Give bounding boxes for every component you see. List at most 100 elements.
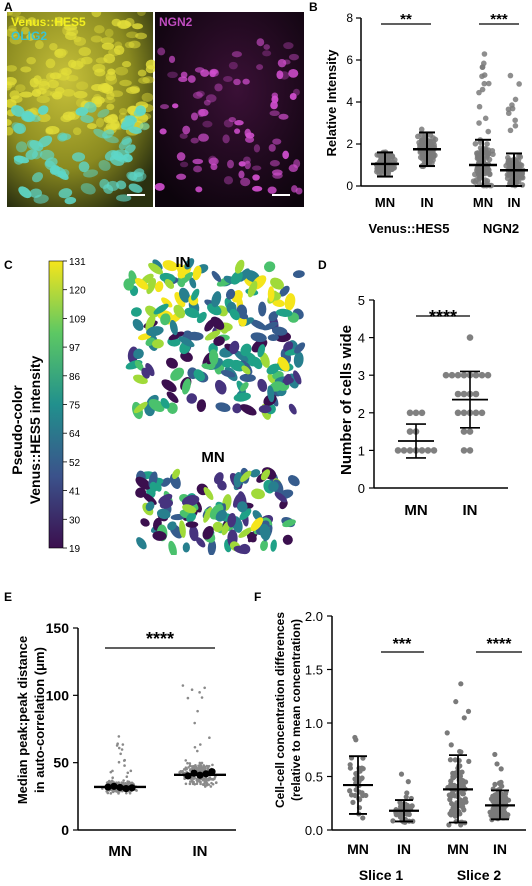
in-cell — [232, 403, 242, 414]
label-in: IN — [176, 254, 191, 271]
in-cell — [208, 349, 219, 366]
mn-cell — [238, 527, 253, 538]
chart-b-point — [490, 151, 496, 158]
in-cell — [176, 263, 186, 278]
chart-e-point — [187, 766, 190, 769]
ngn2-cell — [210, 163, 218, 171]
hes5-cell — [95, 57, 108, 64]
ngn2-cell — [228, 116, 237, 123]
mn-cell — [270, 539, 277, 552]
chart-f-point — [465, 708, 472, 714]
chart-e-point — [105, 790, 109, 793]
olig2-cell — [18, 186, 32, 199]
mn-cell — [160, 477, 171, 487]
chart-f-point — [409, 803, 415, 809]
chart-b-point — [389, 164, 396, 171]
mn-cell — [250, 469, 261, 478]
ngn2-cell — [196, 90, 205, 97]
in-cell — [221, 358, 235, 368]
hes5-cell — [64, 24, 78, 31]
ngn2-cell — [242, 78, 250, 85]
chart-f-point — [452, 757, 458, 763]
chart-d-point — [478, 371, 486, 379]
in-cell — [181, 378, 191, 395]
chart-f-ytick: 1.5 — [305, 663, 323, 678]
in-cell — [192, 265, 202, 281]
hes5-cell — [36, 95, 50, 104]
chart-e-point — [199, 743, 202, 746]
chart-e-point — [196, 709, 199, 713]
chart-e-point — [199, 765, 203, 768]
mn-cell — [195, 537, 206, 548]
ngn2-cell — [203, 99, 211, 106]
chart-b-ytick: 0 — [346, 179, 353, 193]
chart-f-point — [447, 757, 454, 763]
in-cell — [229, 340, 240, 355]
chart-e-point — [128, 791, 132, 795]
ngn2-cell — [267, 186, 277, 194]
chart-e-xtick: IN — [193, 843, 208, 860]
chart-b-point — [418, 126, 425, 133]
chart-f-point — [458, 780, 465, 787]
in-cell — [146, 277, 157, 295]
hes5-cell — [45, 58, 56, 69]
hes5-cell — [138, 77, 150, 84]
chart-e-point — [119, 752, 122, 756]
in-cell — [252, 356, 263, 370]
chart-e-point — [206, 767, 210, 771]
mn-cell — [185, 521, 199, 528]
in-cell — [187, 331, 204, 341]
hes5-cell — [62, 89, 76, 97]
mn-cell — [215, 509, 227, 522]
mn-cell — [227, 513, 237, 528]
ngn2-cell — [192, 158, 204, 165]
mn-cell — [136, 537, 147, 550]
ngn2-cell — [253, 144, 261, 153]
chart-e-point — [184, 766, 188, 770]
ngn2-cell — [244, 128, 251, 138]
ngn2-cell — [231, 51, 242, 58]
hes5-cell — [126, 86, 140, 94]
hes5-cell — [135, 32, 148, 40]
hes5-cell — [26, 56, 37, 65]
ngn2-cell — [179, 161, 189, 168]
chart-e-point — [193, 782, 197, 786]
mn-cell — [186, 512, 197, 523]
chart-b-point — [385, 153, 391, 159]
label-hes5: Venus::HES5 — [11, 15, 86, 29]
ngn2-cell — [182, 125, 191, 135]
chart-f-point — [360, 766, 366, 772]
chart-e-point — [130, 781, 134, 785]
chart-b-xtick: IN — [421, 195, 434, 210]
hes5-cell — [78, 47, 92, 57]
chart-b-point — [482, 115, 489, 122]
hes5-cell — [7, 28, 19, 38]
chart-b-point — [504, 172, 511, 178]
mn-cell — [221, 521, 230, 536]
chart-e: Median peak:peak distance in auto-correl… — [15, 620, 236, 860]
mn-cell — [156, 508, 171, 520]
colorbar — [48, 260, 64, 549]
chart-f-point — [460, 804, 466, 810]
olig2-cell — [103, 184, 114, 194]
hes5-cell — [93, 25, 105, 34]
in-cell — [230, 270, 243, 285]
hes5-cell — [101, 82, 111, 93]
chart-f-point — [398, 771, 405, 777]
mn-cell — [158, 493, 173, 504]
mn-cell — [260, 469, 271, 481]
olig2-cell — [64, 196, 77, 205]
chart-e-point — [120, 748, 124, 751]
hes5-cell — [145, 65, 156, 74]
hes5-cell — [105, 71, 117, 82]
in-cell — [240, 343, 252, 357]
chart-d-ytick: 0 — [358, 481, 365, 496]
in-cell — [133, 348, 144, 360]
chart-f-point — [393, 812, 399, 818]
panel-b-letter: B — [309, 0, 318, 14]
hes5-cell — [47, 79, 59, 89]
chart-d-point — [466, 334, 474, 341]
chart-f-xtick: MN — [347, 841, 369, 857]
chart-e-point — [207, 764, 211, 768]
label-mn: MN — [201, 449, 224, 466]
